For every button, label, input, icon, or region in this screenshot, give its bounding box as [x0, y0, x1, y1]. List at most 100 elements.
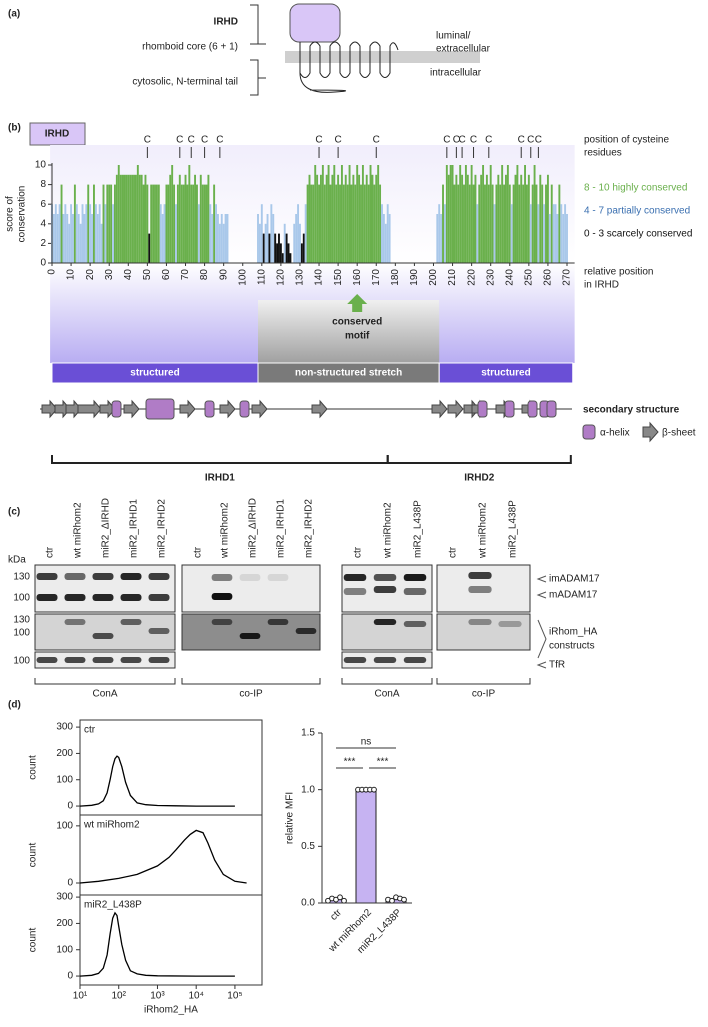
- cys-label: C: [373, 135, 380, 146]
- bar: [369, 165, 372, 263]
- band: [120, 657, 142, 663]
- band: [403, 574, 427, 581]
- lane-label: ctr: [448, 546, 459, 558]
- y-tick-label: 300: [56, 722, 73, 733]
- bar: [178, 174, 181, 263]
- bar: [226, 214, 229, 263]
- bar: [194, 174, 197, 263]
- bar: [382, 214, 385, 263]
- bar: [443, 204, 446, 263]
- bar: [176, 184, 179, 263]
- band: [92, 573, 114, 580]
- bar: [140, 174, 143, 263]
- x-tick-label: 110: [256, 269, 267, 285]
- blot-label: TfR: [549, 660, 565, 671]
- x-tick-label: 140: [314, 269, 325, 286]
- bar: [541, 184, 544, 263]
- y-tick-label: 6: [40, 199, 46, 210]
- domain-bracket: [386, 455, 572, 464]
- bar: [73, 184, 76, 263]
- band: [343, 588, 367, 595]
- lane-label: wt miRhom2: [220, 502, 231, 559]
- bar: [478, 184, 481, 263]
- legend-label: 0 - 3 scarcely conserved: [584, 229, 692, 240]
- bar: [142, 184, 145, 263]
- bar: [300, 243, 303, 263]
- panel-label: (b): [8, 123, 21, 134]
- x-tick-label: 80: [199, 269, 210, 281]
- y-tick-label: 1.5: [301, 728, 315, 739]
- x-tick-label: 200: [428, 269, 439, 286]
- bar: [171, 165, 174, 263]
- bar: [556, 214, 559, 263]
- plot-label: wt miRhom2: [83, 820, 140, 831]
- bar: [52, 214, 55, 263]
- bar: [319, 174, 322, 263]
- bar: [106, 184, 109, 263]
- blot-label: imADAM17: [549, 574, 600, 585]
- x-tick-label: 130: [295, 269, 306, 286]
- bar: [554, 204, 557, 263]
- bar: [207, 174, 210, 263]
- bar: [161, 214, 164, 263]
- bar: [182, 184, 185, 263]
- band: [64, 573, 86, 580]
- panel-label: (d): [8, 700, 21, 711]
- bar: [501, 165, 504, 263]
- helix: [477, 400, 488, 418]
- bar: [489, 165, 492, 263]
- band: [211, 593, 233, 600]
- bar: [165, 184, 168, 263]
- bar: [506, 165, 509, 263]
- bar: [279, 243, 282, 263]
- bar: [531, 184, 534, 263]
- bar: [121, 174, 124, 263]
- bar: [539, 174, 542, 263]
- bar: [70, 204, 73, 263]
- bar: [464, 165, 467, 263]
- bar: [62, 214, 65, 263]
- band: [373, 586, 397, 593]
- bar: [325, 174, 328, 263]
- bar: [79, 223, 82, 263]
- band: [267, 574, 289, 581]
- bar: [287, 243, 290, 263]
- bar: [289, 253, 292, 263]
- bar: [482, 165, 485, 263]
- bar: [304, 204, 307, 263]
- x-tick-label: 120: [276, 269, 287, 286]
- group-label: co-IP: [472, 689, 496, 700]
- bar: [449, 165, 452, 263]
- helix: [239, 400, 250, 418]
- arrowhead: [536, 661, 547, 669]
- cys-label: C: [188, 135, 195, 146]
- bracket: [250, 4, 266, 96]
- bar: [68, 223, 71, 263]
- bar: [371, 174, 374, 263]
- x-tick-label: 0: [47, 269, 58, 275]
- legend-label: β-sheet: [662, 428, 696, 439]
- band: [211, 574, 233, 581]
- x-tick-label: ctr: [328, 907, 344, 923]
- bar: [340, 165, 343, 263]
- lane-label: miR2_IRHD1: [276, 499, 287, 558]
- band: [92, 594, 114, 601]
- bar: [474, 174, 477, 263]
- bar: [75, 204, 78, 263]
- plot-label: ctr: [84, 725, 96, 736]
- cys-label: C: [443, 135, 450, 146]
- x-axis-label: iRhom2_HA: [144, 1005, 198, 1016]
- bar: [535, 184, 538, 263]
- band: [373, 574, 397, 581]
- sheet: [41, 399, 58, 419]
- bar: [308, 174, 311, 263]
- x-tick-label: 210: [447, 269, 458, 286]
- lane-label: wt miRhom2: [73, 502, 84, 559]
- lane-label: miR2_IRHD2: [304, 499, 315, 558]
- label: cytosolic, N-terminal tail: [132, 77, 238, 88]
- arrowhead: [537, 619, 547, 659]
- band: [64, 594, 86, 601]
- bar: [117, 165, 120, 263]
- bar: [457, 184, 460, 263]
- x-tick-label: 60: [161, 269, 172, 281]
